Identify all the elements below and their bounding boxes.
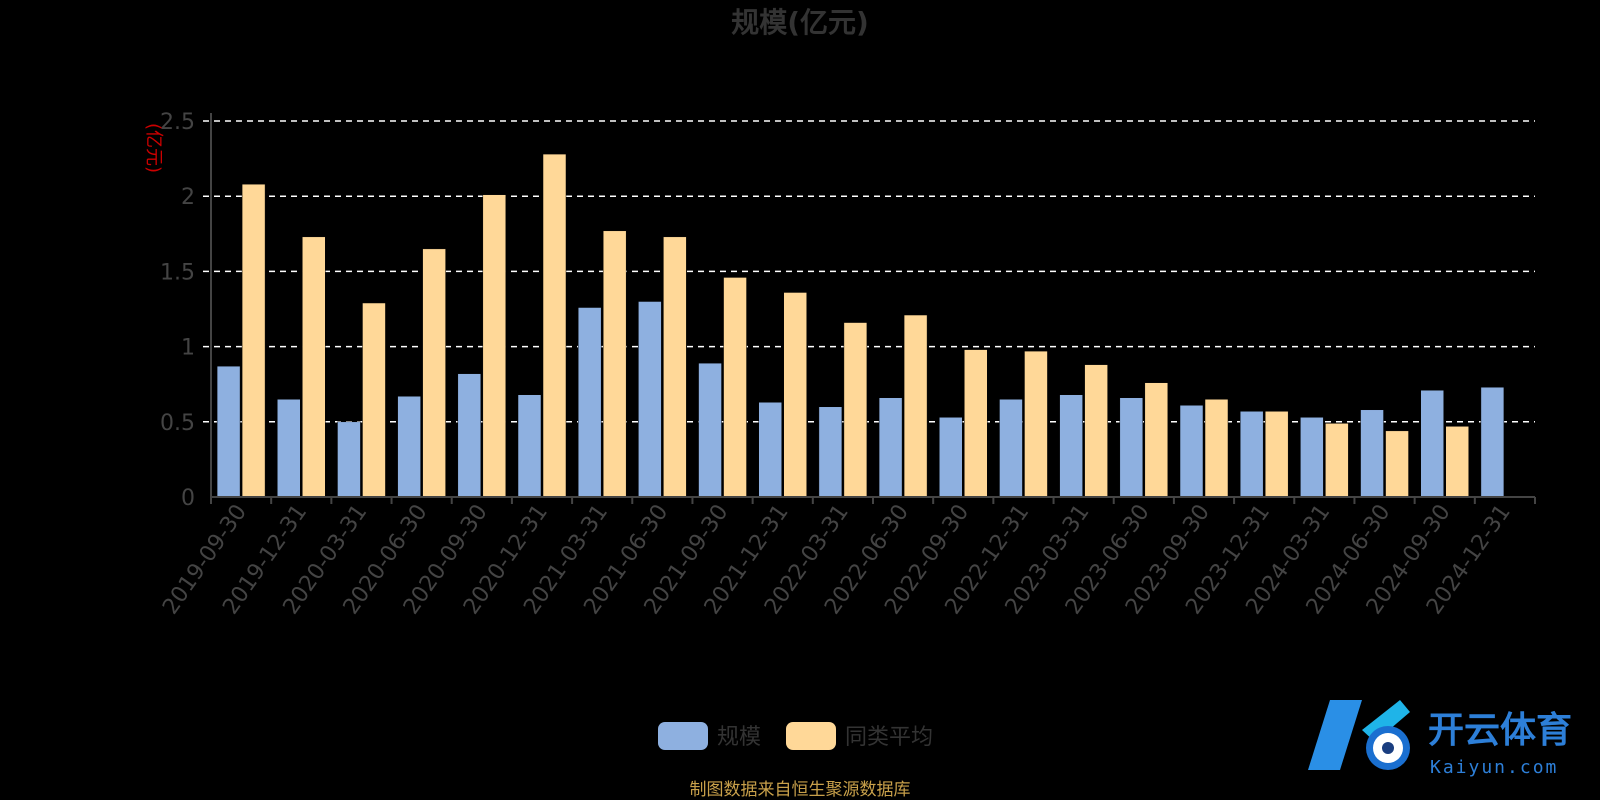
bars-layer [216,153,1505,498]
y-tick-label: 0.5 [160,411,195,436]
bar-category-average[interactable] [1204,398,1229,498]
bar-category-average[interactable] [783,292,807,498]
legend-swatch-series-1 [658,722,708,750]
bar-scale[interactable] [1300,417,1324,498]
bar-category-average[interactable] [903,314,928,498]
bar-scale[interactable] [1179,405,1204,498]
legend-swatch-series-2 [786,722,836,750]
bar-scale[interactable] [1480,386,1505,498]
bar-category-average[interactable] [723,277,747,498]
y-tick-label: 2 [181,185,195,210]
bar-scale[interactable] [939,417,963,498]
grid-layer [203,120,1535,423]
bar-category-average[interactable] [602,230,627,498]
bar-category-average[interactable] [542,153,567,498]
bar-scale[interactable] [638,301,662,498]
legend: 规模 同类平均 [658,722,933,750]
bar-category-average[interactable] [1445,426,1469,498]
bar-scale[interactable] [1059,394,1083,498]
bar-scale[interactable] [698,362,722,498]
y-tick-label: 1.5 [160,260,195,285]
y-axis-label: (亿元) [143,123,164,173]
bar-scale[interactable] [517,394,542,498]
bar-scale[interactable] [1420,389,1444,498]
bar-category-average[interactable] [1264,411,1289,498]
legend-label-series-2: 同类平均 [845,725,933,750]
bar-category-average[interactable] [1144,382,1169,498]
bar-scale[interactable] [818,406,843,498]
bar-scale[interactable] [337,421,361,498]
bar-scale[interactable] [457,373,482,498]
bar-category-average[interactable] [1084,364,1108,498]
bar-scale[interactable] [878,397,903,498]
bar-category-average[interactable] [663,236,687,498]
watermark-domain: Kaiyun.com [1430,757,1558,778]
watermark-brand: 开云体育 [1428,710,1572,751]
bar-scale[interactable] [216,365,241,498]
bar-category-average[interactable] [241,183,266,498]
bar-category-average[interactable] [482,194,507,498]
bar-scale[interactable] [277,398,301,498]
logo-mark-icon [1308,700,1410,770]
bar-category-average[interactable] [1325,423,1349,498]
bar-category-average[interactable] [843,322,868,498]
bar-category-average[interactable] [362,302,386,498]
bar-category-average[interactable] [964,349,988,498]
bar-scale[interactable] [577,307,602,498]
y-tick-label: 0 [181,486,195,511]
y-tick-label: 2.5 [160,110,195,135]
bar-scale[interactable] [758,401,782,498]
legend-item-series-2[interactable]: 同类平均 [786,722,933,750]
bar-scale[interactable] [397,395,421,498]
bar-scale[interactable] [1119,397,1144,498]
legend-label-series-1: 规模 [717,725,761,750]
bar-scale[interactable] [1360,409,1384,498]
bar-scale[interactable] [1239,411,1264,498]
bar-category-average[interactable] [422,248,446,498]
watermark-logo: 开云体育 Kaiyun.com [1308,700,1572,778]
bar-category-average[interactable] [1024,350,1048,498]
bar-category-average[interactable] [302,236,326,498]
y-tick-label: 1 [181,336,195,361]
source-note: 制图数据来自恒生聚源数据库 [690,780,911,800]
bar-category-average[interactable] [1385,430,1409,498]
chart-title: 规模(亿元) [731,6,869,39]
bar-scale[interactable] [999,398,1023,498]
legend-item-series-1[interactable]: 规模 [658,722,761,750]
